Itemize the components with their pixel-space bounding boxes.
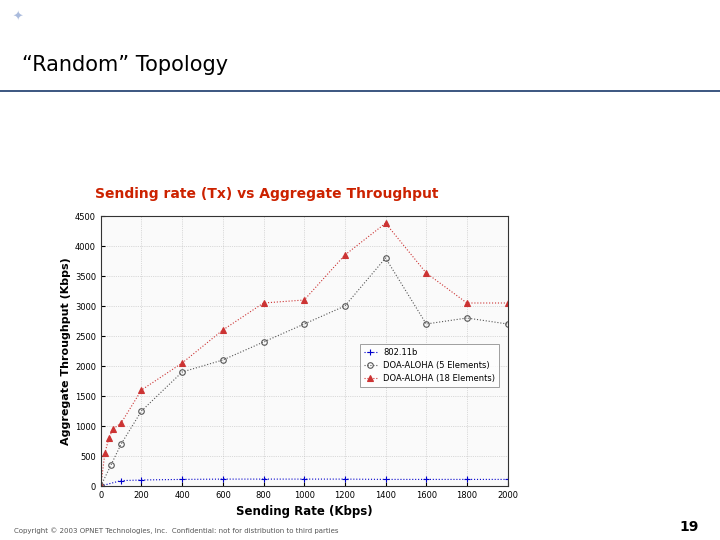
802.11b xyxy=(462,476,471,483)
DOA-ALOHA (5 Elements) xyxy=(503,321,512,327)
DOA-ALOHA (18 Elements) xyxy=(462,300,471,306)
DOA-ALOHA (18 Elements) xyxy=(422,270,431,276)
Text: “Random” Topology: “Random” Topology xyxy=(22,55,228,75)
Line: 802.11b: 802.11b xyxy=(98,476,510,489)
802.11b xyxy=(219,476,228,482)
802.11b xyxy=(341,476,349,482)
DOA-ALOHA (5 Elements) xyxy=(259,339,268,345)
DOA-ALOHA (5 Elements) xyxy=(422,321,431,327)
802.11b xyxy=(503,476,512,483)
X-axis label: Sending Rate (Kbps): Sending Rate (Kbps) xyxy=(236,505,372,518)
802.11b xyxy=(259,476,268,482)
802.11b xyxy=(300,476,308,482)
DOA-ALOHA (5 Elements) xyxy=(300,321,308,327)
802.11b xyxy=(138,477,146,483)
DOA-ALOHA (18 Elements) xyxy=(101,450,109,456)
DOA-ALOHA (5 Elements) xyxy=(341,303,349,309)
DOA-ALOHA (18 Elements) xyxy=(96,483,105,489)
DOA-ALOHA (5 Elements) xyxy=(178,369,186,375)
DOA-ALOHA (18 Elements) xyxy=(503,300,512,306)
DOA-ALOHA (18 Elements) xyxy=(104,435,113,441)
Legend: 802.11b, DOA-ALOHA (5 Elements), DOA-ALOHA (18 Elements): 802.11b, DOA-ALOHA (5 Elements), DOA-ALO… xyxy=(360,343,500,387)
802.11b xyxy=(117,477,125,484)
802.11b xyxy=(382,476,390,483)
DOA-ALOHA (18 Elements) xyxy=(178,360,186,366)
Y-axis label: Aggregate Throughput (Kbps): Aggregate Throughput (Kbps) xyxy=(60,257,71,445)
Text: ✦: ✦ xyxy=(13,10,24,23)
DOA-ALOHA (18 Elements) xyxy=(382,220,390,226)
DOA-ALOHA (18 Elements) xyxy=(138,387,146,393)
DOA-ALOHA (18 Elements) xyxy=(300,297,308,303)
DOA-ALOHA (5 Elements) xyxy=(219,357,228,363)
DOA-ALOHA (5 Elements) xyxy=(96,483,105,489)
DOA-ALOHA (18 Elements) xyxy=(109,426,117,432)
Text: Copyright © 2003 OPNET Technologies, Inc.  Confidential: not for distribution to: Copyright © 2003 OPNET Technologies, Inc… xyxy=(14,527,339,534)
DOA-ALOHA (18 Elements) xyxy=(259,300,268,306)
DOA-ALOHA (5 Elements) xyxy=(107,462,115,468)
DOA-ALOHA (5 Elements) xyxy=(382,255,390,261)
Text: Case Studies: Military Communications II: Case Studies: Military Communications II xyxy=(37,11,279,24)
DOA-ALOHA (5 Elements) xyxy=(462,315,471,321)
DOA-ALOHA (18 Elements) xyxy=(117,420,125,426)
Line: DOA-ALOHA (18 Elements): DOA-ALOHA (18 Elements) xyxy=(98,220,510,489)
DOA-ALOHA (18 Elements) xyxy=(219,327,228,333)
DOA-ALOHA (18 Elements) xyxy=(341,252,349,258)
DOA-ALOHA (5 Elements) xyxy=(117,441,125,447)
Text: 19: 19 xyxy=(679,520,698,534)
802.11b xyxy=(422,476,431,483)
Line: DOA-ALOHA (5 Elements): DOA-ALOHA (5 Elements) xyxy=(98,255,510,489)
DOA-ALOHA (5 Elements) xyxy=(138,408,146,414)
802.11b xyxy=(178,476,186,483)
Text: Sending rate (Tx) vs Aggregate Throughput: Sending rate (Tx) vs Aggregate Throughpu… xyxy=(94,186,438,200)
802.11b xyxy=(96,483,105,489)
